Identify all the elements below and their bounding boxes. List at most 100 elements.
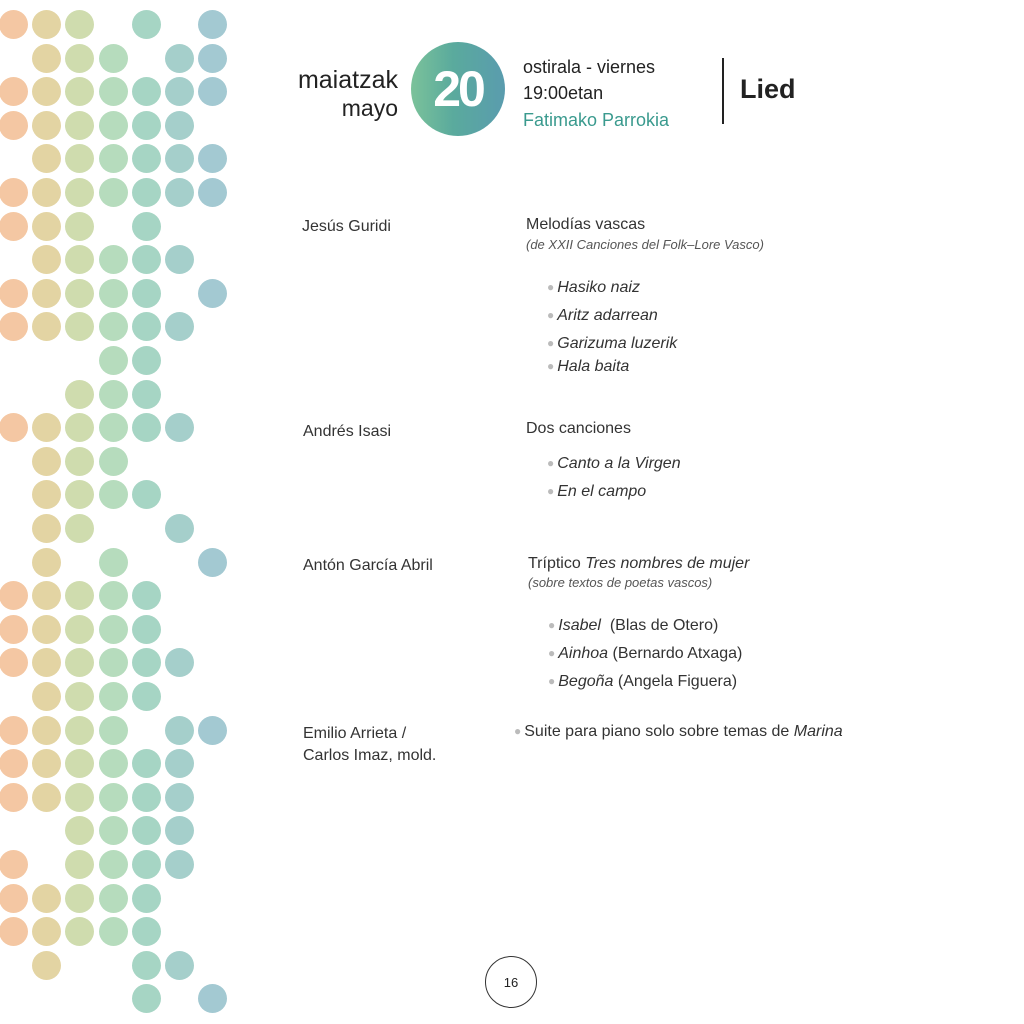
piece-item: ● Ainhoa (Bernardo Atxaga) — [548, 645, 742, 663]
decorative-dot — [131, 144, 161, 174]
decorative-dot — [131, 850, 161, 879]
month-spanish: mayo — [341, 95, 398, 121]
decorative-dot — [32, 715, 62, 745]
decorative-dot — [65, 782, 95, 812]
decorative-dot — [131, 883, 161, 913]
decorative-dot — [98, 917, 128, 947]
decorative-dot — [165, 110, 194, 140]
decorative-dot — [165, 514, 194, 543]
event-time: 19:00etan — [523, 83, 604, 103]
decorative-dot — [65, 581, 95, 611]
decorative-dot — [32, 43, 62, 73]
composer-line: Carlos Imaz, mold. — [303, 747, 437, 764]
decorative-dot — [32, 110, 62, 140]
piece-title: Ainhoa — [558, 645, 609, 662]
bullet-icon: ● — [547, 336, 555, 350]
decorative-dot — [65, 749, 95, 779]
decorative-dot — [32, 480, 62, 510]
work-title: Melodías vascas — [526, 216, 646, 233]
decorative-dot — [98, 883, 128, 913]
bullet-icon: ● — [548, 646, 556, 660]
decorative-dot — [65, 144, 95, 174]
piece-poet: (Blas de Otero) — [609, 617, 719, 634]
decorative-dot — [131, 480, 161, 510]
decorative-dot — [131, 648, 161, 678]
decorative-dot — [198, 984, 228, 1014]
venue: Fatimako Parrokia — [523, 110, 670, 130]
decorative-dot — [131, 950, 161, 980]
decorative-dot — [0, 917, 28, 947]
decorative-dot — [65, 278, 95, 308]
decorative-dot — [65, 43, 95, 73]
decorative-dot — [165, 648, 194, 678]
piece-title: Garizuma luzerik — [557, 335, 678, 352]
bullet-icon: ● — [514, 724, 522, 738]
decorative-dot — [98, 816, 128, 846]
decorative-dot — [131, 346, 161, 375]
decorative-dot — [32, 144, 62, 174]
decorative-dot — [32, 682, 62, 711]
bullet-icon: ● — [548, 674, 556, 688]
decorative-dot — [65, 312, 95, 342]
decorative-dot — [65, 883, 95, 913]
decorative-dot — [198, 43, 228, 73]
decorative-dot — [131, 413, 161, 443]
decorative-dot — [98, 77, 128, 107]
decorative-dot — [131, 984, 161, 1014]
piece-poet: (Bernardo Atxaga) — [612, 645, 743, 662]
decorative-dot — [0, 211, 28, 241]
decorative-dot — [98, 43, 128, 73]
decorative-dot — [131, 816, 161, 846]
bullet-icon: ● — [547, 280, 555, 294]
decorative-dot — [165, 178, 194, 207]
work-title: Tríptico Tres nombres de mujer — [528, 555, 749, 573]
decorative-dot — [32, 581, 62, 611]
decorative-dot — [165, 782, 194, 812]
composer-name: Jesús Guridi — [302, 218, 391, 235]
decorative-dot — [131, 614, 161, 644]
piece-title: Hasiko naiz — [557, 279, 640, 296]
decorative-dot — [32, 883, 62, 913]
decorative-dot — [131, 110, 161, 140]
decorative-dot — [32, 312, 62, 342]
decorative-dot — [98, 144, 128, 174]
decorative-dot — [0, 850, 28, 879]
piece-item: ● En el campo — [547, 483, 646, 501]
decorative-dot — [198, 278, 228, 308]
weekday: ostirala - viernes — [523, 57, 656, 77]
decorative-dot — [65, 10, 95, 39]
piece-item: ● Isabel (Blas de Otero) — [548, 617, 718, 635]
decorative-dot — [131, 245, 161, 275]
decorative-dot — [98, 850, 128, 879]
work-note: (de XXII Canciones del Folk–Lore Vasco) — [526, 237, 764, 252]
composer-line: Emilio Arrieta / — [303, 725, 407, 742]
decorative-dot — [65, 715, 95, 745]
decorative-dot — [32, 547, 62, 577]
decorative-dot — [131, 312, 161, 342]
decorative-dot — [198, 77, 228, 107]
piece-item: ● Hasiko naiz — [547, 279, 640, 297]
decorative-dot — [65, 514, 95, 543]
decorative-dot — [65, 178, 95, 207]
piece-title: Isabel — [558, 617, 601, 634]
decorative-dot — [98, 715, 128, 745]
decorative-dot — [32, 10, 62, 39]
decorative-dot-pattern — [0, 0, 240, 1024]
decorative-dot — [0, 110, 28, 140]
decorative-dot — [65, 917, 95, 947]
piece-item: ● Begoña (Angela Figuera) — [548, 673, 737, 691]
decorative-dot — [32, 245, 62, 275]
decorative-dot — [131, 278, 161, 308]
decorative-dot — [65, 110, 95, 140]
decorative-dot — [65, 413, 95, 443]
decorative-dot — [0, 581, 28, 611]
decorative-dot — [165, 715, 194, 745]
decorative-dot — [0, 10, 28, 39]
decorative-dot — [32, 950, 62, 980]
decorative-dot — [65, 850, 95, 879]
decorative-dot — [98, 413, 128, 443]
decorative-dot — [131, 77, 161, 107]
decorative-dot — [65, 648, 95, 678]
decorative-dot — [65, 816, 95, 846]
decorative-dot — [98, 480, 128, 510]
